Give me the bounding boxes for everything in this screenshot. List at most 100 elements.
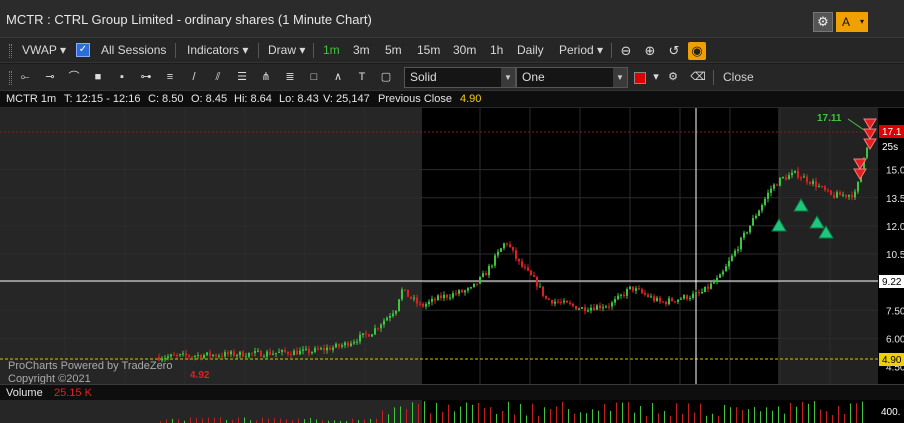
candle-body [719, 274, 721, 278]
fan-icon[interactable]: ≣ [285, 71, 295, 83]
rectangle-icon[interactable]: □ [310, 71, 318, 83]
candle-body [260, 350, 262, 357]
countdown-price-box [879, 140, 904, 153]
candle-body [200, 355, 202, 359]
chevron-down-icon[interactable]: ▾ [653, 71, 659, 83]
text-icon[interactable]: T [358, 71, 366, 83]
volume-bar [310, 417, 311, 423]
draw-dropdown[interactable]: Draw ▾ [268, 43, 306, 57]
settings-icon[interactable]: ⚙ [668, 71, 678, 83]
parallel-lines-icon[interactable]: ≡ [166, 71, 174, 83]
channel-icon[interactable]: ⫽ [215, 71, 221, 83]
volume-bar [388, 414, 389, 423]
indicators-dropdown[interactable]: Indicators ▾ [187, 43, 249, 57]
toolbar-grip-icon[interactable] [9, 44, 12, 58]
pitchfork-icon[interactable]: ⋔ [261, 71, 271, 83]
volume-bar [280, 418, 281, 423]
trendline-icon[interactable]: ⟜ [20, 71, 30, 83]
sell-arrow-marker[interactable] [863, 118, 877, 130]
timeframe-5m[interactable]: 5m [385, 43, 402, 57]
vwap-dropdown[interactable]: VWAP ▾ [22, 43, 67, 57]
candle-body [383, 320, 385, 325]
wave-icon[interactable]: ∧ [333, 71, 343, 83]
candle-body [629, 286, 631, 290]
volume-bar [556, 406, 557, 423]
timeframe-daily[interactable]: Daily [517, 43, 544, 57]
volume-bar [412, 402, 413, 423]
volume-bar [526, 415, 527, 423]
candle-body [848, 194, 850, 197]
period-dropdown[interactable]: Period ▾ [559, 43, 604, 57]
line-style-select[interactable]: Solid ▼ [404, 67, 516, 88]
price-chart-svg[interactable]: 17.11 4.92 15.0 13.5 12.0 10.5 7.50 6.00 4.50 17… [0, 108, 904, 384]
arc-icon[interactable]: ⌒ [68, 71, 80, 83]
toolbar-grip-icon[interactable] [9, 71, 12, 85]
timeframe-15m[interactable]: 15m [417, 43, 441, 57]
buy-arrow-marker[interactable] [771, 218, 787, 232]
candle-body [350, 343, 352, 346]
volume-pane[interactable]: 400. [0, 400, 904, 423]
volume-bar [400, 406, 401, 423]
candle-body [218, 355, 220, 357]
volume-bar [244, 417, 245, 423]
horizontal-line-icon[interactable]: ⊶ [140, 71, 152, 83]
account-button[interactable]: A ▾ [836, 12, 868, 32]
candle-body [827, 190, 829, 192]
volume-bar [574, 413, 575, 423]
line-segment-icon[interactable]: / [192, 71, 196, 83]
price-chart[interactable]: 17.11 4.92 15.0 13.5 12.0 10.5 7.50 6.00 4.50 17… [0, 108, 904, 385]
candle-body [317, 348, 319, 350]
timeframe-30m[interactable]: 30m [453, 43, 477, 57]
candle-body [563, 300, 565, 303]
volume-bar [382, 410, 383, 423]
timeframe-1h[interactable]: 1h [490, 43, 504, 57]
rounded-rect-icon[interactable]: ▪ [120, 71, 124, 83]
candle-body [362, 333, 364, 335]
line-width-select[interactable]: One ▼ [516, 67, 628, 88]
volume-bar [202, 418, 203, 423]
sell-arrow-marker[interactable] [863, 138, 877, 150]
volume-bar [394, 407, 395, 423]
candle-body [338, 343, 340, 347]
candle-body [545, 295, 547, 299]
high-value: Hi: 8.64 [234, 93, 272, 105]
candle-body [494, 255, 496, 266]
candle-body [386, 317, 388, 321]
candle-body [227, 352, 229, 355]
sell-arrow-marker[interactable] [863, 128, 877, 140]
volume-bar [808, 403, 809, 423]
candle-body [800, 177, 802, 179]
line-color-swatch[interactable] [634, 72, 646, 84]
zoom-out-icon[interactable]: ⊖ [620, 43, 632, 58]
all-sessions-checkbox[interactable]: ✓ [76, 43, 90, 57]
zoom-in-icon[interactable]: ⊕ [644, 43, 656, 58]
candle-body [398, 299, 400, 311]
buy-arrow-marker[interactable] [793, 198, 809, 212]
candle-body [329, 347, 331, 350]
timeframe-3m[interactable]: 3m [353, 43, 370, 57]
candle-body [776, 184, 778, 186]
candle-body [593, 307, 595, 310]
sell-arrow-marker[interactable] [853, 158, 867, 170]
volume-bar [646, 415, 647, 423]
buy-arrow-marker[interactable] [809, 215, 825, 229]
rectangle-filled-icon[interactable]: ■ [94, 71, 102, 83]
close-drawing-button[interactable]: Close [723, 70, 754, 84]
sell-arrow-marker[interactable] [853, 168, 867, 180]
candle-body [359, 334, 361, 342]
timeframe-1m[interactable]: 1m [323, 43, 340, 57]
volume-bar [586, 413, 587, 423]
candle-body [380, 324, 382, 329]
eraser-icon[interactable]: ⌫ [690, 71, 706, 83]
ray-icon[interactable]: ⊸ [45, 71, 55, 83]
buy-arrow-marker[interactable] [818, 225, 834, 239]
fibonacci-icon[interactable]: ☰ [237, 71, 247, 83]
volume-bar [592, 409, 593, 423]
frame-icon[interactable]: ▢ [380, 71, 392, 83]
gear-icon[interactable]: ⚙ [813, 12, 833, 32]
all-sessions-label[interactable]: All Sessions [101, 43, 167, 57]
candle-body [647, 294, 649, 298]
crosshair-mode-icon[interactable]: ◉ [688, 42, 706, 60]
time-value: T: 12:15 - 12:16 [64, 93, 141, 105]
reset-zoom-icon[interactable]: ↺ [668, 43, 680, 58]
